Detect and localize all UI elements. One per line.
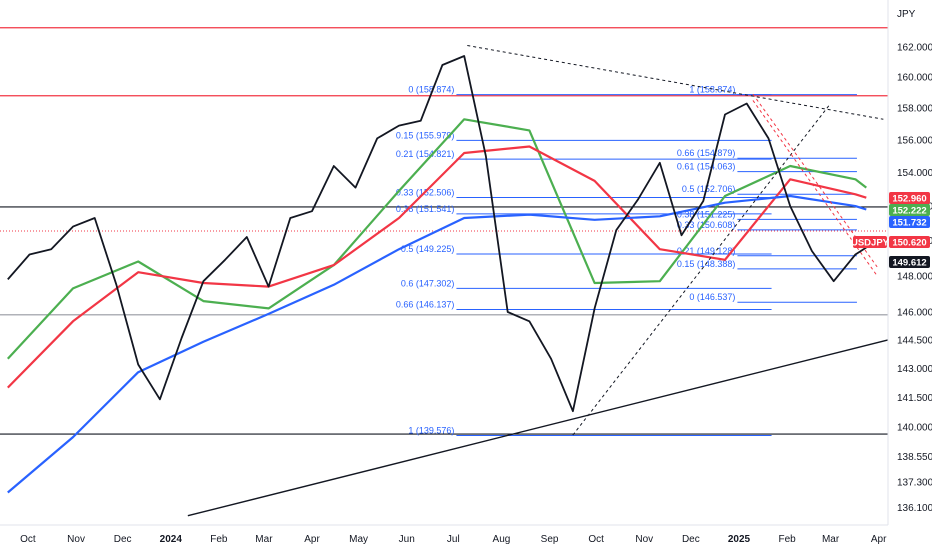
x-tick-label-11: Sep xyxy=(541,534,559,545)
fib-1-label-2: 0.61 (154.063) xyxy=(677,162,736,172)
x-tick-label-0: Oct xyxy=(20,534,36,545)
y-tick-label-0: 136.100 xyxy=(897,503,932,514)
y-tick-label-4: 141.500 xyxy=(897,393,932,404)
price-badge-2 xyxy=(889,216,930,228)
y-tick-labels: 136.100 137.300 138.550 140.000 141.500 143.0… xyxy=(897,42,932,513)
y-tick-label-6: 144.500 xyxy=(897,335,932,346)
y-tick-label-13: 158.000 xyxy=(897,104,932,115)
currency-label: JPY xyxy=(897,9,916,20)
price-badge-text-5: 149.612 xyxy=(892,258,926,269)
x-tick-label-5: Mar xyxy=(255,534,273,545)
fib-1-label-3: 0.5 (152.706) xyxy=(682,184,736,194)
trend-line-2 xyxy=(572,103,831,436)
fib-1-label-5: 0.33 (150.608) xyxy=(677,220,736,230)
fib-0-label-7: 0.66 (146.137) xyxy=(396,300,455,310)
x-tick-label-16: Feb xyxy=(778,534,796,545)
moving-average-1 xyxy=(7,145,867,389)
y-tick-label-7: 146.000 xyxy=(897,308,932,319)
x-tick-label-2: Dec xyxy=(114,534,132,545)
y-tick-label-8: 148.000 xyxy=(897,271,932,282)
x-tick-label-3: 2024 xyxy=(160,534,183,545)
y-tick-label-3: 140.000 xyxy=(897,423,932,434)
x-tick-label-17: Mar xyxy=(822,534,840,545)
x-tick-label-4: Feb xyxy=(210,534,228,545)
horizontal-levels xyxy=(0,27,888,435)
y-tick-label-14: 160.000 xyxy=(897,73,932,84)
x-tick-label-18: Apr xyxy=(871,534,887,545)
price-badge-1 xyxy=(889,204,930,216)
y-tick-label-15: 162.000 xyxy=(897,42,932,53)
fib-1-label-0: 1 (158.874) xyxy=(689,85,735,95)
x-tick-label-13: Nov xyxy=(635,534,653,545)
trend-line-0 xyxy=(187,339,889,517)
y-tick-label-12: 156.000 xyxy=(897,136,932,147)
price-badge-3 xyxy=(853,236,887,248)
fib-1-label-4: 0.38 (151.225) xyxy=(677,209,736,219)
fib-0-label-4: 0.38 (151.541) xyxy=(396,204,455,214)
x-tick-label-8: Jun xyxy=(399,534,415,545)
price-badge-0 xyxy=(889,192,930,204)
x-tick-label-7: May xyxy=(349,534,368,545)
y-tick-label-5: 143.000 xyxy=(897,364,932,375)
x-tick-label-12: Oct xyxy=(588,534,604,545)
fib-1-label-8: 0 (146.537) xyxy=(689,292,735,302)
trend-line-4 xyxy=(752,100,878,277)
price-badge-4 xyxy=(889,236,930,248)
x-tick-label-14: Dec xyxy=(682,534,700,545)
x-tick-label-9: Jul xyxy=(447,534,460,545)
y-tick-label-1: 137.300 xyxy=(897,478,932,489)
price-badge-5 xyxy=(889,256,930,268)
trend-line-1 xyxy=(467,45,884,120)
price-badge-text-1: 152.222 xyxy=(892,206,926,217)
trend-lines xyxy=(187,45,889,517)
fibonacci-retracements: 0 (158.874) 0.15 (155.979) 0.21 (154.821) 0… xyxy=(396,85,857,437)
price-series xyxy=(7,55,867,413)
price-line xyxy=(7,55,867,413)
fib-0-label-5: 0.5 (149.225) xyxy=(401,244,455,254)
x-tick-label-1: Nov xyxy=(67,534,85,545)
fib-0-label-0: 0 (158.874) xyxy=(408,85,454,95)
y-tick-label-2: 138.550 xyxy=(897,452,932,463)
price-badge-text-2: 151.732 xyxy=(892,218,926,229)
x-tick-label-15: 2025 xyxy=(728,534,751,545)
price-badge-text-3: USDJPY xyxy=(851,238,890,249)
moving-averages xyxy=(6,118,867,494)
x-tick-label-10: Aug xyxy=(493,534,511,545)
x-tick-label-6: Apr xyxy=(304,534,320,545)
fib-0-label-8: 1 (139.576) xyxy=(408,426,454,436)
x-tick-labels: Oct Nov Dec 2024 Feb Mar Apr May Jun Jul Aug Sep Oct… xyxy=(20,534,887,545)
fib-0-label-2: 0.21 (154.821) xyxy=(396,149,455,159)
fib-0-label-6: 0.6 (147.302) xyxy=(401,278,455,288)
price-badge-text-0: 152.960 xyxy=(892,194,926,205)
fib-1-label-6: 0.21 (149.128) xyxy=(677,246,736,256)
price-badge-text-4: 150.620 xyxy=(892,238,926,249)
moving-average-2 xyxy=(7,194,867,494)
fib-1-label-1: 0.66 (154.879) xyxy=(677,148,736,158)
price-axis: JPY xyxy=(0,0,916,526)
fib-0-label-1: 0.15 (155.979) xyxy=(396,130,455,140)
y-tick-label-11: 154.000 xyxy=(897,168,932,179)
